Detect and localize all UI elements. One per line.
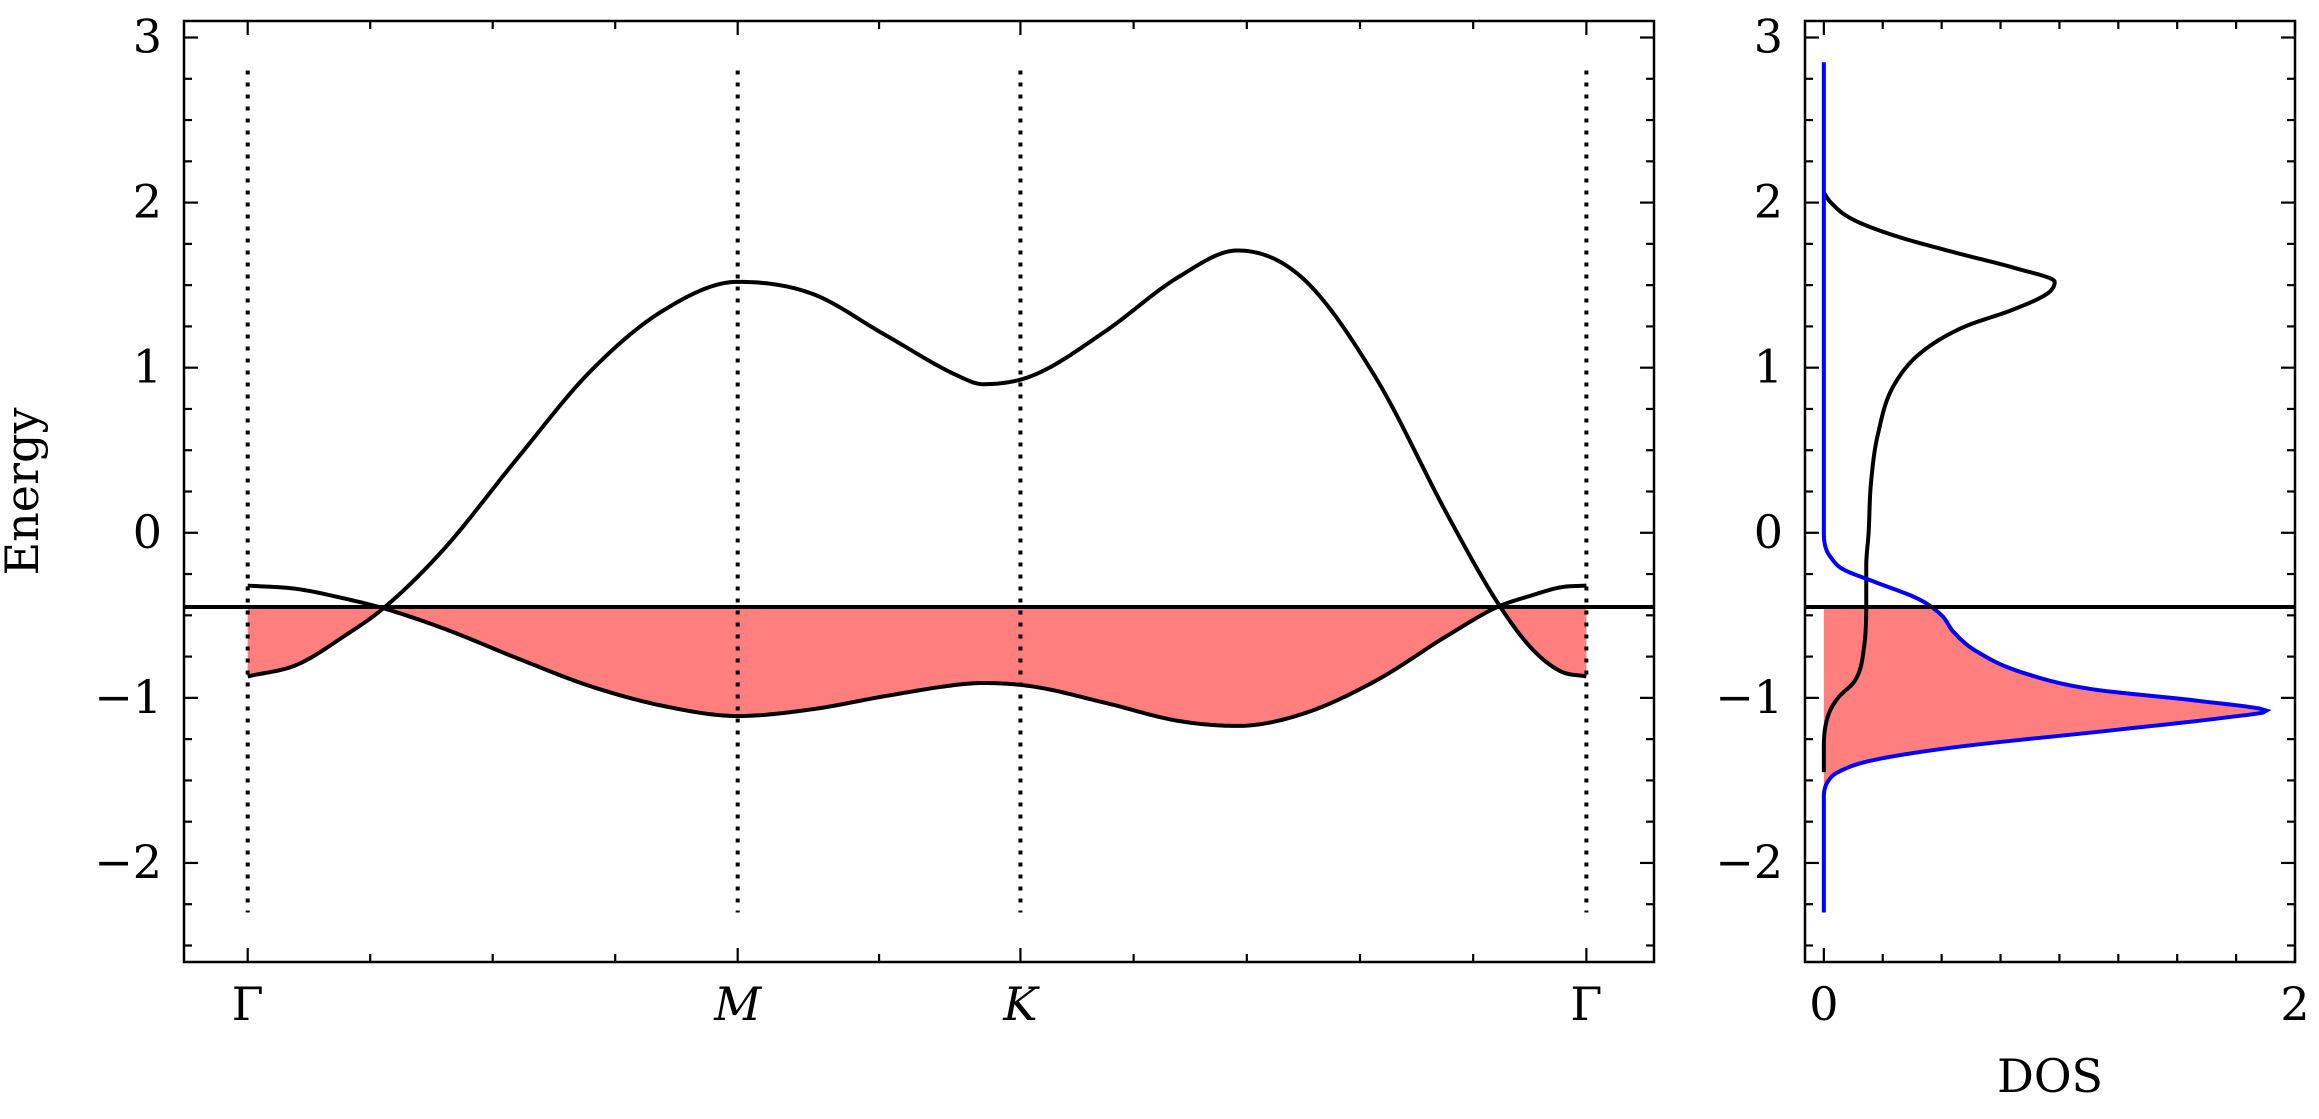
dos-curve-black (1821, 191, 2057, 773)
band-axes-frame (182, 19, 1656, 964)
band-axis-ticks (184, 21, 1654, 962)
y-tick-label: 3 (133, 10, 162, 64)
band-y-tick-labels: −2 −1 0 1 2 3 (94, 10, 162, 889)
band-fill-region (247, 606, 1587, 726)
dos-axis-ticks (1805, 21, 2297, 962)
x-tick-label: 2 (2280, 977, 2309, 1031)
occupied-state-fill (247, 606, 1587, 726)
y-tick-label: 0 (133, 505, 162, 559)
x-path-label: M (713, 977, 763, 1031)
dos-curve-blue (1821, 62, 2272, 913)
y-tick-label: −2 (1715, 835, 1783, 889)
y-tick-label: 0 (1754, 505, 1783, 559)
y-axis-title: Energy (0, 408, 49, 576)
dos-fill-region (1823, 607, 2267, 913)
x-path-label: K (1002, 977, 1040, 1031)
y-tick-label: −1 (1715, 670, 1783, 724)
dos-occupied-fill (1823, 607, 2267, 913)
x-axis-title: DOS (1997, 1049, 2103, 1103)
x-path-label: Γ (232, 977, 264, 1031)
y-tick-label: 2 (133, 175, 162, 229)
y-tick-label: 1 (1754, 340, 1783, 394)
dos-curves (1821, 62, 2272, 913)
x-path-label: Γ (1570, 977, 1602, 1031)
x-tick-label: 0 (1809, 977, 1838, 1031)
y-tick-label: −2 (94, 835, 162, 889)
y-tick-label: 2 (1754, 175, 1783, 229)
y-tick-label: −1 (94, 670, 162, 724)
band-structure-panel: −2 −1 0 1 2 3 Γ M K Γ Energy (0, 10, 1656, 1031)
band-curve-upper (247, 248, 1587, 679)
band-curve-lower (247, 583, 1587, 728)
band-curves (247, 248, 1587, 728)
y-tick-label: 3 (1754, 10, 1783, 64)
dos-axes-frame (1803, 19, 2297, 964)
y-tick-label: 1 (133, 340, 162, 394)
high-symmetry-lines (245, 70, 1589, 913)
dos-y-tick-labels: −2 −1 0 1 2 3 (1715, 10, 1783, 889)
